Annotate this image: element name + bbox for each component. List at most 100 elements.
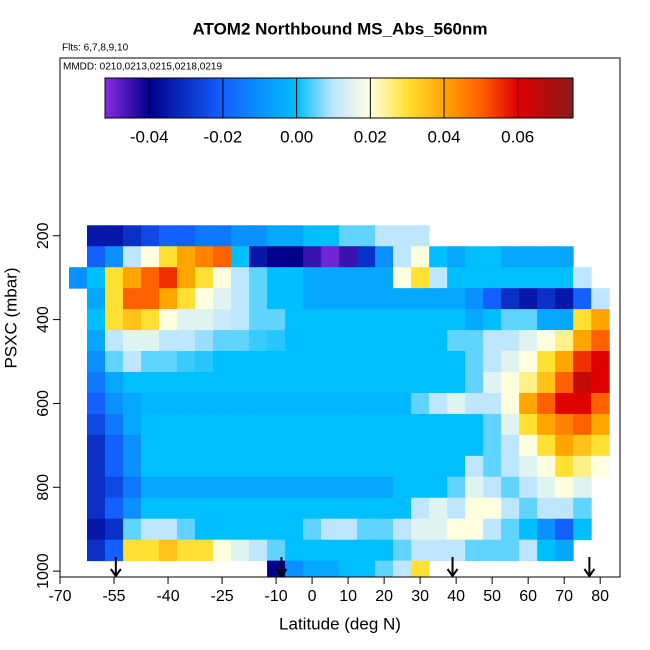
heat-cell [141,330,160,352]
heat-cell [483,371,502,394]
heat-cell [267,455,286,478]
heat-cell [123,518,142,541]
heat-cell [177,455,196,478]
heat-cell [303,309,322,331]
heat-cell [339,455,358,478]
heat-cell [213,455,232,478]
heat-cell [177,309,196,331]
heat-cell [231,434,250,457]
heat-cell [339,330,358,352]
heat-cell [159,434,178,457]
heat-cell [519,476,538,499]
heat-cell [87,267,106,289]
heat-cell [357,330,376,352]
heat-cell [537,392,556,415]
heat-cell [141,455,160,478]
heat-cell [249,309,268,331]
heat-cell [159,392,178,415]
heat-cell [357,434,376,457]
heat-cell [123,413,142,436]
heat-cell [483,455,502,478]
heat-cell [249,288,268,310]
heat-cell [231,539,250,562]
heat-cell [159,497,178,520]
heat-cell [249,413,268,436]
heat-cell [267,434,286,457]
heat-cell [411,413,430,436]
heat-cell [123,225,142,247]
heat-cell [159,371,178,394]
heat-cell [537,455,556,478]
x-tick-label: 50 [483,588,501,605]
heat-cell [285,246,304,268]
heat-cell [465,267,484,289]
heat-cell [177,267,196,289]
heat-cell [87,225,106,247]
heat-cell [357,560,376,577]
heat-cell [375,455,394,478]
heat-cell [159,455,178,478]
heat-cell [465,497,484,520]
heat-cell [213,330,232,352]
heat-cell [429,371,448,394]
heat-cell [465,455,484,478]
heat-cell [231,246,250,268]
heat-cell [249,434,268,457]
heat-cell [249,267,268,289]
heat-cell [123,539,142,562]
marker-arrow [583,557,596,578]
heat-cell [339,288,358,310]
heat-cell [267,246,286,268]
y-axis-label: PSXC (mbar) [1,267,20,368]
heat-cell [285,476,304,499]
heat-cell [105,267,124,289]
heat-cell [267,371,286,394]
heat-cell [321,560,340,577]
heat-cell [537,413,556,436]
heat-cell [447,351,466,373]
plot-frame [59,57,621,578]
heat-cell [213,539,232,562]
heat-cell [537,267,556,289]
heat-cell [159,413,178,436]
heat-cell [393,434,412,457]
heat-cell [393,413,412,436]
heat-cell [285,288,304,310]
heat-cell [105,434,124,457]
heat-cell [537,371,556,394]
heat-cell [267,518,286,541]
heat-cell [537,246,556,268]
heat-cell [159,518,178,541]
heatmap [69,225,610,577]
heat-cell [519,371,538,394]
heat-cell [267,539,286,562]
heat-cell [339,497,358,520]
heat-cell [195,392,214,415]
y-tick-label: 600 [35,390,52,417]
heat-cell [555,246,574,268]
heat-cell [69,267,88,289]
x-tick-label: 10 [339,588,357,605]
heat-cell [321,267,340,289]
heat-cell [591,371,610,394]
heat-cell [447,392,466,415]
heat-cell [339,476,358,499]
heat-cell [591,309,610,331]
heat-cell [537,497,556,520]
heat-cell [177,434,196,457]
heat-cell [339,539,358,562]
heat-cell [519,246,538,268]
heat-cell [141,309,160,331]
heat-cell [555,351,574,373]
heat-cell [411,455,430,478]
heat-cell [267,392,286,415]
heat-cell [285,371,304,394]
heat-cell [375,413,394,436]
heat-cell [519,288,538,310]
heat-cell [159,267,178,289]
heat-cell [555,371,574,394]
heat-cell [429,434,448,457]
heat-cell [339,246,358,268]
heat-cell [267,267,286,289]
heat-cell [483,288,502,310]
